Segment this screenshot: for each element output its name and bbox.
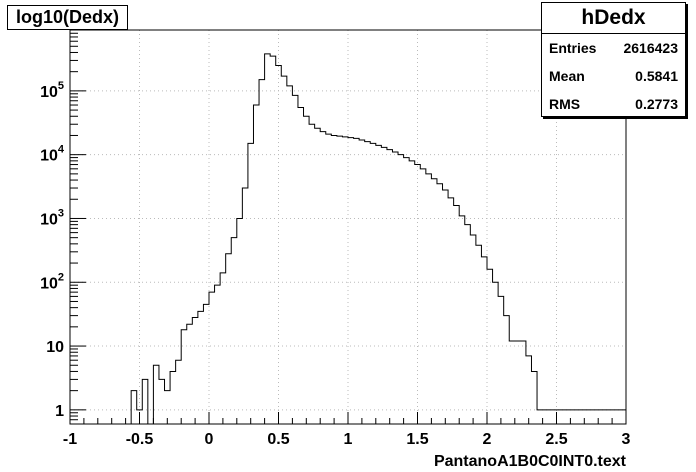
- x-tick-label: 2: [483, 431, 492, 448]
- stats-row-rms: RMS 0.2773: [542, 90, 685, 118]
- x-tick-label: 1.5: [406, 431, 428, 448]
- x-tick-label: 3: [622, 431, 631, 448]
- y-tick-label: 1: [55, 403, 64, 420]
- stats-label: Entries: [549, 40, 597, 56]
- stats-label: Mean: [549, 68, 585, 84]
- x-tick-label: -1: [63, 431, 77, 448]
- y-tick-label: 105: [40, 80, 64, 101]
- x-tick-label: 0.5: [267, 431, 289, 448]
- x-tick-label: 0: [205, 431, 214, 448]
- x-axis: -1 -0.5 0 0.5 1 1.5 2 2.5 3: [63, 412, 631, 448]
- y-tick-label: 104: [40, 144, 65, 165]
- stats-label: RMS: [549, 96, 581, 112]
- stats-value: 0.5841: [635, 68, 678, 84]
- stats-value: 2616423: [623, 40, 678, 56]
- stats-row-entries: Entries 2616423: [542, 34, 685, 62]
- y-axis: 1 10 102 103 104 105: [40, 29, 86, 425]
- x-tick-label: -0.5: [126, 431, 154, 448]
- stats-box: hDedx Entries 2616423 Mean 0.5841 RMS 0.…: [541, 2, 686, 117]
- x-axis-label: PantanoA1B0C0INT0.text: [434, 453, 627, 470]
- stats-title: hDedx: [542, 3, 685, 34]
- stats-value: 0.2773: [635, 96, 678, 112]
- x-tick-label: 2.5: [545, 431, 567, 448]
- stats-row-mean: Mean 0.5841: [542, 62, 685, 90]
- x-tick-label: 1: [344, 431, 353, 448]
- histogram-line: [130, 53, 627, 424]
- chart-title: log10(Dedx): [7, 5, 129, 30]
- y-tick-label: 102: [40, 271, 64, 292]
- y-tick-label: 103: [40, 207, 64, 228]
- y-tick-label: 10: [46, 339, 64, 356]
